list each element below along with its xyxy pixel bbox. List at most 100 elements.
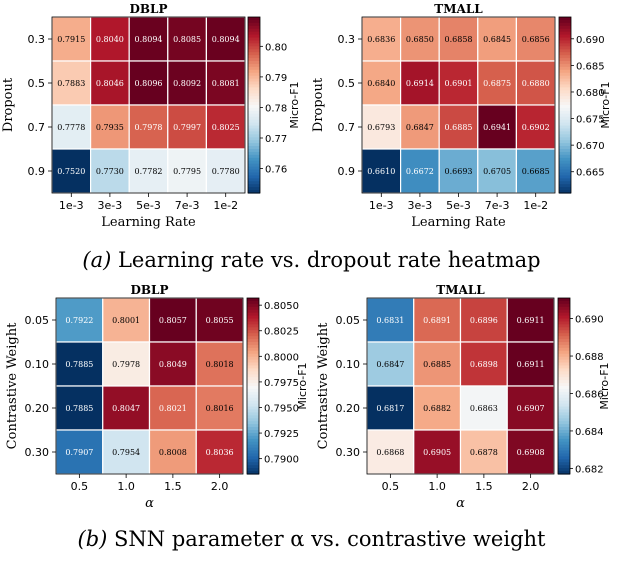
heatmap-cell xyxy=(102,385,151,431)
y-axis-label: Contrastive Weight xyxy=(5,322,20,449)
colorbar-segment xyxy=(248,37,260,42)
cell-value-label: 0.6880 xyxy=(522,79,550,88)
cell-value-label: 0.8021 xyxy=(159,404,187,413)
colorbar-segment xyxy=(247,456,259,460)
x-axis-label: Learning Rate xyxy=(411,215,506,230)
colorbar-segment xyxy=(247,409,259,413)
cell-value-label: 0.6902 xyxy=(522,123,550,132)
x-tick-label: 5e-3 xyxy=(446,199,471,212)
colorbar-segment xyxy=(559,87,571,91)
heatmap-cell xyxy=(89,16,130,62)
colorbar-tick-label: 0.8050 xyxy=(264,301,299,312)
colorbar-segment xyxy=(247,359,259,364)
colorbar-label: Micro-F1 xyxy=(599,81,612,128)
colorbar-segment xyxy=(248,128,260,132)
colorbar-segment xyxy=(247,450,259,455)
colorbar-segment xyxy=(248,28,260,33)
colorbar-tick-label: 0.7950 xyxy=(264,403,299,414)
colorbar-segment xyxy=(558,312,570,317)
heatmap-panel-2: TMALL 0.6836 0.6850 0.6858 0.6845 0.6856 0.684… xyxy=(311,2,612,230)
heatmap-cell xyxy=(438,104,479,150)
cell-value-label: 0.8081 xyxy=(212,79,240,88)
cell-value-label: 0.7978 xyxy=(112,360,140,369)
colorbar-segment xyxy=(247,444,259,449)
y-tick-label: 0.5 xyxy=(28,77,46,90)
colorbar-segment xyxy=(248,58,260,62)
colorbar-segment xyxy=(248,34,260,39)
colorbar-segment xyxy=(247,438,259,443)
x-tick-label: 1e-2 xyxy=(523,199,548,212)
heatmap-frame xyxy=(366,297,555,475)
colorbar-segment xyxy=(558,309,570,314)
cell-value-label: 0.8025 xyxy=(212,123,240,132)
colorbar-segment xyxy=(559,78,571,83)
colorbar-segment xyxy=(247,306,259,311)
colorbar-segment xyxy=(248,66,260,71)
colorbar-segment xyxy=(247,312,259,317)
colorbar-segment xyxy=(558,441,570,446)
heatmap-cell xyxy=(148,341,197,387)
colorbar-frame xyxy=(246,297,260,475)
colorbar-segment xyxy=(559,99,571,103)
colorbar-tick-label: 0.685 xyxy=(576,61,605,72)
colorbar-segment xyxy=(248,31,260,36)
colorbar-segment xyxy=(558,342,570,346)
cell-value-label: 0.6896 xyxy=(470,316,498,325)
cell-value-label: 0.7915 xyxy=(57,35,85,44)
colorbar-segment xyxy=(558,350,570,355)
colorbar-segment xyxy=(559,172,571,176)
y-tick-label: 0.3 xyxy=(28,33,46,46)
x-tick-label: 3e-3 xyxy=(98,199,123,212)
colorbar-segment xyxy=(558,353,570,358)
cell-value-label: 0.6793 xyxy=(367,123,395,132)
caption-b-text: SNN parameter α vs. contrastive weight xyxy=(114,527,546,551)
cell-value-label: 0.8094 xyxy=(212,35,240,44)
colorbar-segment xyxy=(248,122,260,127)
colorbar-segment xyxy=(248,63,260,68)
colorbar-segment xyxy=(558,300,570,305)
heatmap-panel-1: DBLP 0.7915 0.8040 0.8094 0.8085 0.8094 0.7883… xyxy=(1,2,301,230)
cell-value-label: 0.8094 xyxy=(135,35,163,44)
colorbar-segment xyxy=(247,327,259,331)
cell-value-label: 0.6847 xyxy=(376,360,404,369)
colorbar-segment xyxy=(559,107,571,112)
y-tick-label: 0.20 xyxy=(25,402,50,415)
cell-value-label: 0.8036 xyxy=(206,448,234,457)
colorbar-segment xyxy=(558,386,570,390)
colorbar-segment xyxy=(559,49,571,53)
y-axis-label: Dropout xyxy=(1,77,16,132)
heatmap-cell xyxy=(195,341,244,387)
cell-value-label: 0.8018 xyxy=(206,360,234,369)
colorbar-segment xyxy=(558,459,570,463)
colorbar-segment xyxy=(558,374,570,378)
colorbar-segment xyxy=(248,175,260,179)
colorbar-segment xyxy=(558,339,570,343)
colorbar-segment xyxy=(248,154,260,159)
cell-value-label: 0.8049 xyxy=(159,360,187,369)
colorbar-segment xyxy=(248,75,260,80)
y-axis-label: Dropout xyxy=(311,77,326,132)
heatmap-cell xyxy=(515,16,556,62)
colorbar-segment xyxy=(247,315,259,320)
y-tick-label: 0.5 xyxy=(338,77,356,90)
colorbar-segment xyxy=(247,430,259,434)
y-tick-label: 0.9 xyxy=(338,165,356,178)
colorbar-segment xyxy=(559,66,571,71)
colorbar-tick-label: 0.688 xyxy=(575,352,604,363)
colorbar-tick-label: 0.8000 xyxy=(264,352,299,363)
colorbar-segment xyxy=(559,105,571,109)
colorbar-segment xyxy=(559,134,571,138)
cell-value-label: 0.6885 xyxy=(445,123,473,132)
colorbar-tick-label: 0.690 xyxy=(575,315,604,326)
x-tick-label: 7e-3 xyxy=(175,199,200,212)
colorbar-segment xyxy=(559,40,571,44)
x-tick-label: 1.0 xyxy=(117,480,135,493)
cell-value-label: 0.7520 xyxy=(57,167,85,176)
x-tick-label: 1e-3 xyxy=(59,199,84,212)
colorbar-segment xyxy=(559,146,571,150)
y-tick-label: 0.30 xyxy=(336,446,361,459)
colorbar-segment xyxy=(559,143,571,147)
colorbar-segment xyxy=(247,330,259,334)
colorbar-tick-label: 0.690 xyxy=(576,35,605,46)
colorbar-tick-label: 0.77 xyxy=(265,134,287,145)
